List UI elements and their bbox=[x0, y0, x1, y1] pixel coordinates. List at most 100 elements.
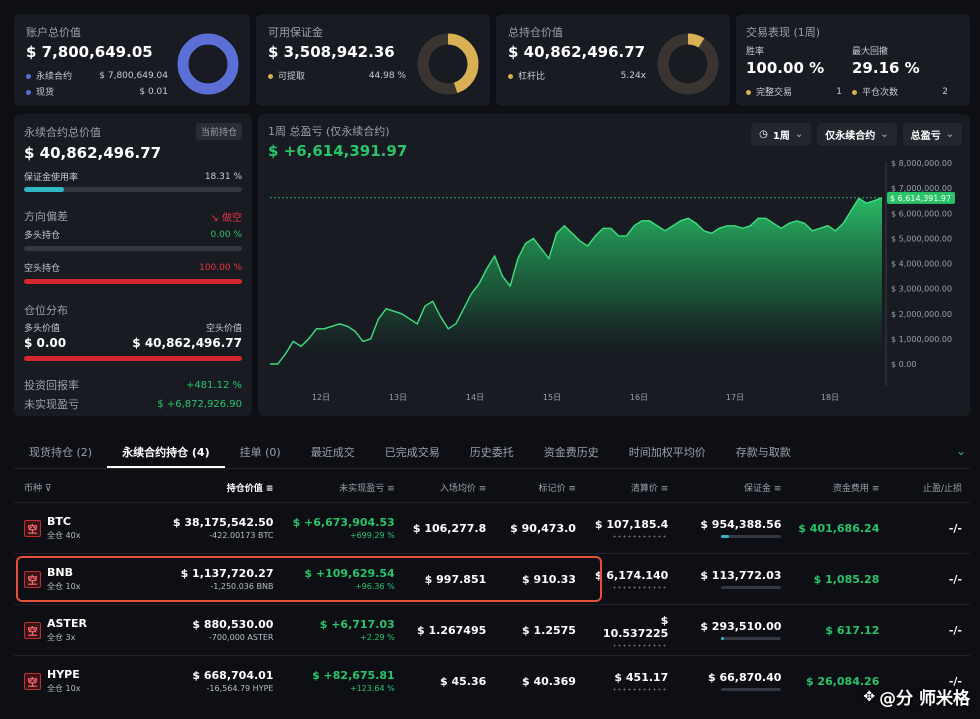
upnl-value: $ +82,675.81 bbox=[312, 669, 395, 682]
mark-price-cell: $ 40.369 bbox=[494, 656, 584, 707]
col-unrealized-pnl[interactable]: 未实现盈亏 ≡ bbox=[281, 472, 402, 503]
mark-price: $ 910.33 bbox=[522, 572, 576, 586]
account-spot-row: 现货 $ 0.01 bbox=[26, 85, 168, 98]
col-coin[interactable]: 币种 ⊽ bbox=[14, 472, 130, 503]
sort-icon[interactable]: ≡ bbox=[871, 483, 880, 494]
withdrawable-value: 44.98 % bbox=[368, 70, 406, 81]
position-qty: -1,250.036 BNB bbox=[210, 582, 274, 591]
mark-price-cell: $ 910.33 bbox=[494, 554, 584, 605]
col-position-value[interactable]: 持仓价值 ≡ bbox=[130, 472, 281, 503]
tpsl-cell[interactable]: -/- bbox=[887, 605, 970, 656]
liq-dotted-line bbox=[612, 586, 669, 589]
tab-8[interactable]: 存款与取款 bbox=[735, 446, 791, 459]
tab-6[interactable]: 资金费历史 bbox=[543, 446, 599, 459]
scope-select[interactable]: 仅永续合约 ⌄ bbox=[817, 123, 897, 146]
margin-mini-bar bbox=[721, 535, 782, 538]
table-row[interactable]: 空 BNB 全仓 10x $ 1,137,720.27 -1,250.036 BNB … bbox=[14, 553, 970, 605]
perp-total-title: 永续合约总价值 bbox=[24, 125, 101, 139]
col-funding[interactable]: 资金费用 ≡ bbox=[789, 472, 887, 503]
margin-mini-fill bbox=[721, 535, 729, 538]
margin-mini-bar bbox=[721, 688, 782, 691]
account-spot-label: 现货 bbox=[36, 88, 55, 98]
account-spot-value: $ 0.01 bbox=[139, 86, 168, 97]
position-value-cell: $ 880,530.00 -700,000 ASTER bbox=[130, 605, 281, 656]
complete-dot-icon bbox=[746, 90, 751, 95]
position-value-title: 总持仓价值 bbox=[508, 26, 563, 39]
pnl-area-fill bbox=[270, 197, 882, 364]
direction-bias-value: 做空 bbox=[222, 212, 242, 224]
mark-price-cell: $ 1.2575 bbox=[494, 605, 584, 656]
leverage-label: 杠杆比 bbox=[518, 72, 546, 82]
liq-price: $ 6,174.140 bbox=[594, 569, 669, 582]
col-funding-label: 资金费用 bbox=[832, 483, 869, 494]
tab-5[interactable]: 历史委托 bbox=[469, 446, 514, 459]
win-rate-label: 胜率 bbox=[746, 47, 765, 57]
sort-icon[interactable]: ≡ bbox=[387, 483, 395, 494]
col-liq-label: 清算价 bbox=[630, 483, 658, 494]
tab-1[interactable]: 永续合约持仓 (4) bbox=[107, 438, 225, 468]
tpsl-cell[interactable]: -/- bbox=[887, 554, 970, 605]
coin-cell[interactable]: 空 ASTER 全仓 3x bbox=[14, 605, 130, 656]
margin-mini-bar bbox=[721, 637, 782, 640]
position-donut-track bbox=[657, 33, 719, 95]
sort-icon[interactable]: ≡ bbox=[265, 483, 274, 494]
tpsl-value: -/- bbox=[948, 674, 962, 688]
margin-donut-chart bbox=[417, 33, 479, 95]
expand-chevron-icon[interactable]: ⌄ bbox=[955, 444, 966, 458]
short-value-label: 空头价值 bbox=[205, 324, 242, 334]
tab-3[interactable]: 最近成交 bbox=[310, 446, 355, 459]
current-position-badge[interactable]: 当前持仓 bbox=[195, 123, 242, 140]
close-count-label: 平仓次数 bbox=[862, 88, 899, 98]
coin-cell[interactable]: 空 HYPE 全仓 10x bbox=[14, 656, 130, 707]
table-row[interactable]: 空 ASTER 全仓 3x $ 880,530.00 -700,000 ASTER $… bbox=[14, 604, 970, 656]
coin-cell[interactable]: 空 BTC 全仓 40x bbox=[14, 503, 130, 554]
position-value: $ 1,137,720.27 bbox=[180, 567, 274, 580]
col-mark-label: 标记价 bbox=[538, 483, 566, 494]
sort-icon[interactable]: ≡ bbox=[568, 483, 576, 494]
col-tpsl: 止盈/止损 bbox=[887, 472, 970, 503]
coin-cell[interactable]: 空 BNB 全仓 10x bbox=[14, 554, 130, 605]
table-row[interactable]: 空 HYPE 全仓 10x $ 668,704.01 -16,564.79 HYPE … bbox=[14, 655, 970, 707]
tab-4[interactable]: 已完成交易 bbox=[384, 446, 440, 459]
entry-price: $ 106,277.8 bbox=[412, 521, 487, 535]
y-tick-label: $ 8,000,000.00 bbox=[891, 159, 952, 168]
sort-icon[interactable]: ≡ bbox=[660, 483, 669, 494]
filter-icon[interactable]: ⊽ bbox=[44, 483, 52, 494]
col-margin[interactable]: 保证金 ≡ bbox=[676, 472, 789, 503]
sort-icon[interactable]: ≡ bbox=[478, 483, 487, 494]
margin-usage-pct: 18.31 % bbox=[204, 171, 242, 182]
performance-card: 交易表现 (1周) 胜率 100.00 % 最大回撤 29.16 % 完整交易 … bbox=[736, 14, 970, 106]
tab-2[interactable]: 挂单 (0) bbox=[239, 446, 281, 459]
coin-margin-mode: 全仓 10x bbox=[47, 684, 81, 693]
entry-price: $ 1.267495 bbox=[417, 623, 487, 637]
metric-select[interactable]: 总盈亏 ⌄ bbox=[902, 123, 962, 146]
col-mark-price[interactable]: 标记价 ≡ bbox=[494, 472, 584, 503]
tab-0[interactable]: 现货持仓 (2) bbox=[29, 446, 93, 459]
account-value-card: 账户总价值 $ 7,800,649.05 永续合约 $ 7,800,649.04… bbox=[14, 14, 250, 106]
margin-donut-arc bbox=[417, 33, 479, 95]
col-entry-price[interactable]: 入场均价 ≡ bbox=[403, 472, 495, 503]
tpsl-cell[interactable]: -/- bbox=[887, 656, 970, 707]
upnl-pct: +699.29 % bbox=[349, 531, 395, 540]
margin-mini-fill bbox=[721, 637, 724, 640]
diamond-icon: ✥ bbox=[863, 688, 876, 705]
funding-cell: $ 26,084.26 bbox=[789, 656, 887, 707]
period-select[interactable]: ◷ 1周 ⌄ bbox=[751, 123, 812, 146]
position-donut-arc bbox=[657, 33, 719, 95]
table-row[interactable]: 空 BTC 全仓 40x $ 38,175,542.50 -422.00173 BTC… bbox=[14, 502, 970, 554]
tpsl-value: -/- bbox=[948, 521, 962, 535]
pnl-area-chart: $ 8,000,000.00 $ 7,000,000.00 $ 6,000,000.… bbox=[270, 159, 955, 402]
tpsl-cell[interactable]: -/- bbox=[887, 503, 970, 554]
tab-7[interactable]: 时间加权平均价 bbox=[628, 446, 706, 459]
col-liq-price[interactable]: 清算价 ≡ bbox=[584, 472, 676, 503]
sort-icon[interactable]: ≡ bbox=[773, 483, 782, 494]
y-tick-label: $ 4,000,000.00 bbox=[891, 260, 952, 269]
long-position-bar bbox=[24, 246, 242, 251]
col-position-value-label: 持仓价值 bbox=[226, 483, 263, 494]
distribution-fill bbox=[24, 356, 242, 361]
col-tpsl-label: 止盈/止损 bbox=[922, 483, 962, 494]
x-tick-label: 15日 bbox=[543, 393, 561, 402]
short-position-bar bbox=[24, 279, 242, 284]
coin-symbol: BTC bbox=[47, 515, 71, 528]
position-value-cell: $ 1,137,720.27 -1,250.036 BNB bbox=[130, 554, 281, 605]
